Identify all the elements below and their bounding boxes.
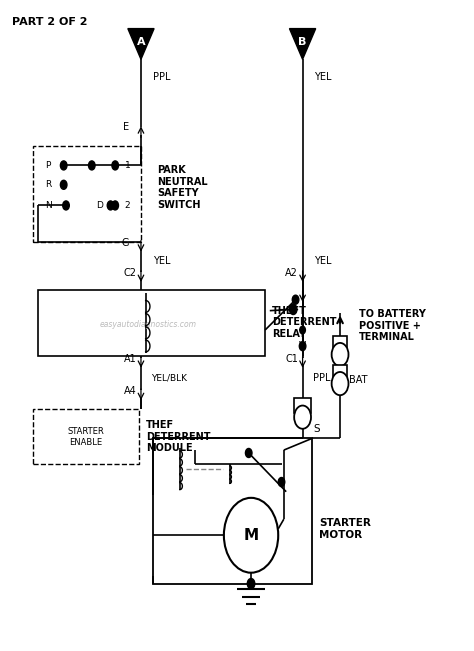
Text: 1: 1 [125,161,130,170]
Circle shape [60,161,67,170]
Bar [38,290,265,356]
Text: YEL/BLK: YEL/BLK [151,374,187,383]
Text: PPL: PPL [313,374,330,383]
Text: easyautodiagnostics.com: easyautodiagnostics.com [100,320,197,329]
Text: N: N [45,201,52,210]
Circle shape [292,295,299,304]
Text: P: P [45,161,50,170]
Bar [333,336,347,348]
Text: C1: C1 [285,354,298,364]
Text: A: A [137,37,146,47]
Text: D: D [97,201,103,210]
Circle shape [300,326,305,334]
Circle shape [332,343,348,366]
Circle shape [290,304,297,314]
Text: YEL: YEL [153,256,170,266]
Text: THEFT
DETERRENT
RELAY: THEFT DETERRENT RELAY [272,306,337,339]
Bar [294,398,311,413]
Circle shape [89,161,95,170]
Circle shape [60,180,67,189]
Circle shape [224,498,278,573]
Text: E: E [123,122,129,132]
Text: S: S [313,424,319,434]
Text: YEL: YEL [314,72,332,82]
Text: G: G [122,238,129,248]
Text: STARTER
ENABLE: STARTER ENABLE [68,427,104,447]
Circle shape [332,372,348,395]
Text: TO BATTERY
POSITIVE +
TERMINAL: TO BATTERY POSITIVE + TERMINAL [359,309,426,342]
Circle shape [112,201,118,210]
Bar [334,365,346,376]
Circle shape [299,342,306,351]
Text: THEF
DETERRENT
MODULE: THEF DETERRENT MODULE [146,421,210,454]
Circle shape [63,201,69,210]
Text: B: B [299,37,307,47]
Text: B: B [299,37,307,47]
Circle shape [107,201,114,210]
Circle shape [247,579,255,589]
Polygon shape [290,29,316,59]
Text: A2: A2 [285,268,298,278]
Text: BAT: BAT [349,376,368,385]
Text: PART 2 OF 2: PART 2 OF 2 [12,17,88,27]
Circle shape [246,449,252,458]
Text: A1: A1 [124,354,137,364]
Circle shape [112,161,118,170]
Text: R: R [45,180,51,189]
Text: C2: C2 [123,268,137,278]
Circle shape [278,477,285,486]
Text: M: M [244,528,259,543]
Text: YEL: YEL [314,256,332,266]
Circle shape [294,406,311,429]
Text: 2: 2 [125,201,130,210]
Polygon shape [128,29,154,59]
Text: PPL: PPL [153,72,170,82]
Text: PARK
NEUTRAL
SAFETY
SWITCH: PARK NEUTRAL SAFETY SWITCH [157,165,208,210]
Text: STARTER
MOTOR: STARTER MOTOR [319,518,371,540]
Text: A4: A4 [124,386,137,396]
Bar [153,439,312,584]
Text: A: A [137,37,146,47]
